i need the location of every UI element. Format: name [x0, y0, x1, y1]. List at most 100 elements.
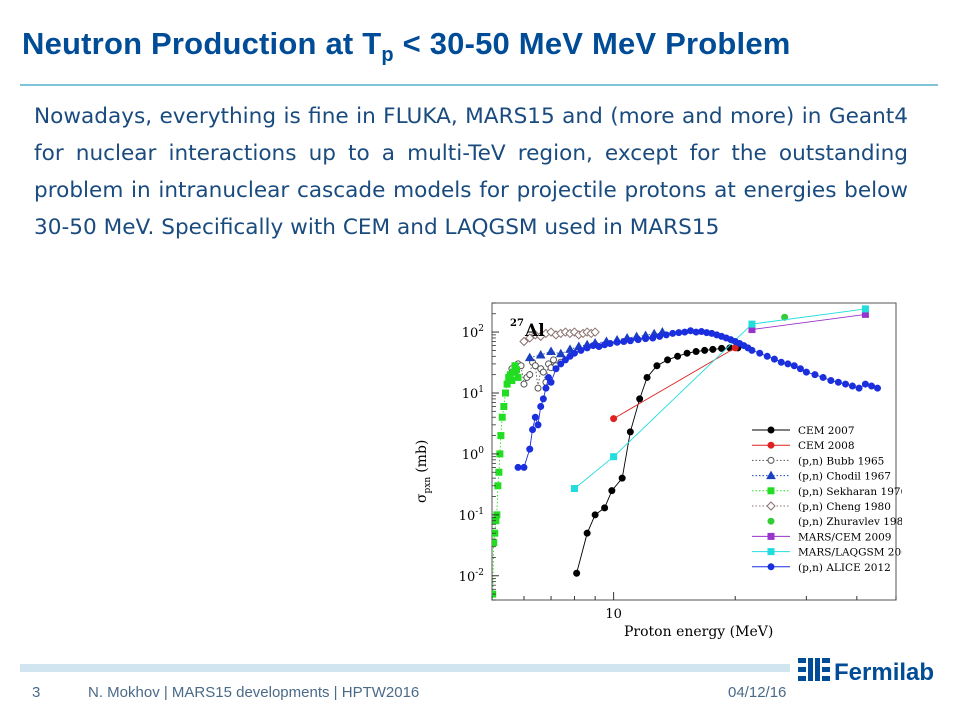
y-tick-base: 10 — [459, 509, 476, 524]
legend-marker — [767, 532, 775, 540]
legend-label: (p,n) Chodil 1967 — [798, 471, 891, 483]
data-point — [784, 360, 792, 368]
legend-label: (p,n) Cheng 1980 — [798, 501, 891, 513]
data-point — [590, 327, 600, 337]
data-point — [790, 362, 798, 370]
fermilab-logo: Fermilab — [796, 650, 946, 690]
legend-item: CEM 2008 — [752, 440, 855, 452]
data-point — [618, 474, 626, 482]
data-point — [610, 415, 618, 423]
data-point — [526, 371, 534, 379]
data-point — [819, 373, 827, 381]
y-tick-exp: -1 — [475, 507, 484, 517]
data-point — [591, 511, 599, 519]
data-point — [692, 347, 700, 355]
target-label: Al — [524, 321, 545, 341]
data-point — [642, 335, 650, 343]
data-point — [520, 380, 528, 388]
data-point — [674, 352, 682, 360]
data-point — [573, 569, 581, 577]
data-point — [683, 349, 691, 357]
y-tick-label: 100 — [462, 446, 485, 463]
series-5 — [519, 327, 600, 347]
legend-label: MARS/CEM 2009 — [798, 531, 891, 543]
data-point — [620, 338, 628, 346]
data-point — [606, 339, 614, 347]
data-point — [834, 378, 842, 386]
slide-title: Neutron Production at Tp < 30-50 MeV MeV… — [22, 26, 791, 67]
data-point — [626, 428, 634, 436]
data-point — [539, 368, 547, 376]
y-tick-label: 102 — [462, 324, 484, 341]
data-point — [634, 336, 642, 344]
legend-item: (p,n) Cheng 1980 — [752, 501, 891, 513]
svg-text:σpxn(mb): σpxn (mb) — [414, 440, 433, 503]
data-point — [610, 453, 618, 461]
data-point — [524, 352, 535, 362]
legend-label: (p,n) Bubb 1965 — [798, 455, 884, 467]
data-point — [514, 463, 522, 471]
data-point — [503, 380, 511, 388]
legend-marker — [767, 548, 775, 556]
bottom-bar — [20, 664, 790, 672]
data-point — [535, 350, 546, 359]
data-point — [508, 377, 516, 385]
legend-item: (p,n) Zhuravlev 1984 — [767, 516, 910, 528]
data-point — [653, 362, 661, 370]
data-point — [701, 346, 709, 354]
data-point — [526, 445, 534, 453]
page-number: 3 — [32, 684, 41, 701]
data-point — [643, 373, 651, 381]
y-tick-exp: 0 — [478, 446, 484, 456]
fermilab-logo-mark: Fermilab — [798, 658, 934, 686]
data-point — [656, 332, 664, 340]
data-point — [662, 331, 670, 339]
footer-author: N. Mokhov | MARS15 developments | HPTW20… — [88, 684, 420, 701]
data-point — [861, 305, 869, 313]
data-point — [796, 365, 804, 373]
data-point — [565, 344, 575, 353]
data-point — [601, 504, 609, 512]
data-point — [520, 463, 528, 471]
y-axis-subscript: pxn — [423, 477, 433, 494]
data-point — [561, 356, 569, 364]
series-4 — [492, 362, 522, 598]
data-point — [748, 346, 756, 354]
data-point — [539, 395, 547, 403]
legend-marker — [767, 441, 775, 449]
data-point — [570, 485, 578, 493]
data-point — [626, 337, 634, 345]
data-point — [552, 365, 560, 373]
y-axis-symbol: σ — [414, 493, 430, 503]
title-main: Neutron Production at T — [22, 26, 382, 61]
data-point — [613, 338, 621, 346]
data-point — [595, 342, 603, 350]
data-point — [748, 320, 756, 328]
x-axis-label: Proton energy (MeV) — [624, 624, 773, 640]
data-point — [557, 360, 565, 368]
data-point — [492, 539, 498, 547]
y-tick-exp: 1 — [478, 385, 484, 395]
data-point — [531, 413, 539, 421]
data-point — [570, 349, 578, 357]
data-point — [855, 384, 863, 392]
target-mass-label: 27 — [510, 318, 524, 329]
cross-section-chart: 10-2 10-1 100 101 102 10 CEM 2007 CEM 2008 (p,n… — [402, 298, 915, 656]
body-paragraph: Nowadays, everything is fine in FLUKA, M… — [34, 104, 908, 240]
data-point — [583, 344, 591, 352]
data-point — [519, 336, 529, 347]
legend-label: (p,n) Zhuravlev 1984 — [798, 516, 902, 528]
data-point — [514, 373, 522, 381]
series-7 — [748, 310, 869, 334]
y-tick-base: 10 — [459, 570, 476, 585]
y-tick-label: 101 — [462, 385, 484, 402]
legend-label: CEM 2007 — [798, 425, 855, 437]
data-point — [534, 421, 542, 429]
data-point — [842, 380, 850, 388]
logo-text: Fermilab — [834, 659, 934, 686]
y-tick-base: 10 — [462, 326, 479, 341]
data-point — [500, 403, 508, 411]
legend-label: (p,n) Sekharan 1976 — [798, 486, 902, 498]
legend-marker — [767, 456, 775, 464]
